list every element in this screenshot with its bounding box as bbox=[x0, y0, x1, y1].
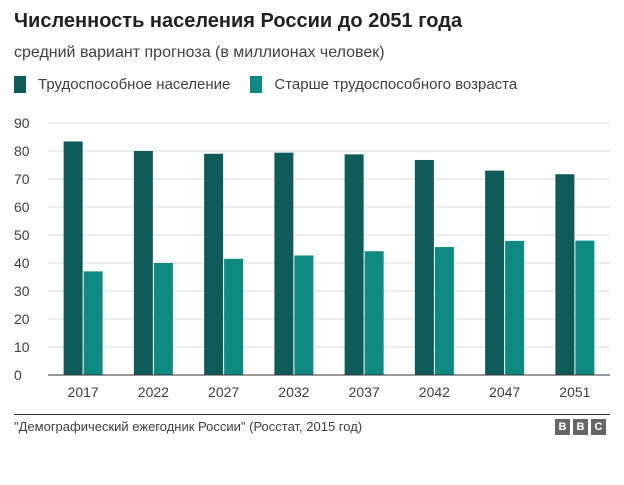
y-tick-label: 70 bbox=[14, 171, 30, 187]
bar-working bbox=[344, 154, 364, 375]
bbc-logo: B B C bbox=[552, 419, 606, 435]
footer-divider bbox=[14, 414, 610, 415]
y-tick-label: 40 bbox=[14, 255, 30, 271]
bar-older bbox=[224, 258, 244, 375]
bar-working bbox=[414, 159, 434, 375]
bar-older bbox=[294, 255, 314, 375]
x-tick-label: 2037 bbox=[349, 384, 380, 400]
legend-item-older: Старше трудоспособного возраста bbox=[250, 76, 517, 93]
bbc-logo-letter: C bbox=[591, 419, 606, 435]
bar-older bbox=[153, 263, 173, 375]
x-tick-label: 2051 bbox=[559, 384, 590, 400]
bar-older bbox=[83, 271, 103, 375]
y-tick-label: 50 bbox=[14, 227, 30, 243]
x-tick-label: 2047 bbox=[489, 384, 520, 400]
y-tick-label: 80 bbox=[14, 143, 30, 159]
legend-swatch-working bbox=[14, 76, 26, 93]
y-tick-label: 90 bbox=[14, 115, 30, 131]
y-tick-label: 10 bbox=[14, 339, 30, 355]
bar-working bbox=[204, 153, 224, 375]
bar-older bbox=[505, 240, 525, 375]
bbc-logo-letter: B bbox=[573, 419, 588, 435]
bar-working bbox=[555, 174, 575, 375]
legend-label-older: Старше трудоспособного возраста bbox=[274, 76, 518, 93]
y-tick-label: 60 bbox=[14, 199, 30, 215]
x-tick-label: 2032 bbox=[278, 384, 309, 400]
source-note: "Демографический ежегодник России" (Росс… bbox=[14, 419, 363, 434]
y-tick-label: 30 bbox=[14, 283, 30, 299]
bar-older bbox=[434, 247, 454, 375]
legend-item-working: Трудоспособное население bbox=[14, 76, 230, 93]
chart-title: Численность населения России до 2051 год… bbox=[14, 10, 463, 32]
x-tick-label: 2017 bbox=[68, 384, 99, 400]
legend-label-working: Трудоспособное население bbox=[38, 76, 231, 93]
bar-working bbox=[485, 170, 505, 375]
bar-older bbox=[364, 251, 384, 375]
chart-subtitle: средний вариант прогноза (в миллионах че… bbox=[14, 44, 385, 61]
y-tick-label: 0 bbox=[14, 367, 22, 383]
bar-older bbox=[575, 240, 595, 375]
legend: Трудоспособное население Старше трудоспо… bbox=[14, 76, 537, 93]
bar-chart: 0 10 20 30 40 50 60 70 80 90 2017 2022 2027 2032 2037 2… bbox=[14, 115, 610, 400]
x-tick-label: 2022 bbox=[138, 384, 169, 400]
legend-swatch-older bbox=[250, 76, 263, 93]
bar-working bbox=[133, 151, 153, 375]
y-tick-label: 20 bbox=[14, 311, 30, 327]
bar-working bbox=[274, 152, 294, 375]
bbc-logo-letter: B bbox=[555, 419, 570, 435]
x-tick-label: 2027 bbox=[208, 384, 239, 400]
x-tick-label: 2042 bbox=[419, 384, 450, 400]
bar-working bbox=[63, 141, 83, 375]
